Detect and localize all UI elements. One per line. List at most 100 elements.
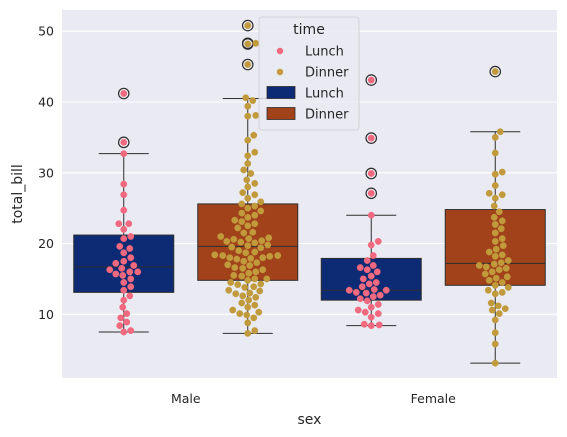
swarm-point: [499, 242, 507, 250]
swarm-point: [501, 305, 509, 313]
swarm-point: [231, 264, 239, 271]
swarm-point: [251, 327, 259, 334]
swarm-point: [251, 301, 259, 309]
swarm-point: [244, 204, 252, 212]
swarm-point: [238, 209, 246, 217]
swarm-point: [125, 220, 133, 228]
swarm-point: [491, 290, 499, 298]
swarm-point: [257, 280, 265, 288]
swarm-point: [502, 264, 510, 272]
swarm-point: [239, 292, 247, 300]
swarm-point: [363, 257, 371, 264]
swarm-point: [244, 242, 252, 250]
swarm-point: [259, 266, 267, 274]
swarm-point: [356, 264, 364, 271]
swarm-point: [244, 330, 252, 337]
swarm-point: [356, 295, 364, 303]
swarm-point: [251, 220, 259, 228]
swarm-point: [264, 241, 272, 249]
swarm-point: [367, 189, 375, 197]
swarm-point: [252, 39, 260, 47]
swarm-point: [251, 191, 259, 199]
swarm-point: [120, 328, 128, 336]
swarm-point: [367, 322, 375, 330]
swarm-point: [231, 216, 239, 224]
swarm-point: [369, 293, 377, 301]
swarm-point: [491, 238, 499, 245]
legend-label: Lunch: [305, 45, 344, 60]
swarm-point: [256, 287, 264, 295]
swarm-point: [491, 182, 499, 189]
swarm-point: [211, 251, 219, 259]
swarm-point: [239, 189, 247, 196]
swarm-point: [498, 235, 506, 242]
swarm-point: [251, 239, 259, 247]
swarm-point: [369, 252, 377, 259]
swarm-point: [224, 261, 232, 269]
swarm-point: [127, 283, 135, 291]
swarm-point: [235, 247, 243, 255]
legend-point-marker: [276, 47, 284, 55]
swarm-point: [130, 262, 138, 269]
y-tick-labels: 10 20 30 40 50: [38, 24, 54, 322]
swarm-point: [245, 296, 253, 304]
swarm-point: [266, 252, 274, 260]
swarm-point: [227, 279, 235, 286]
swarm-point: [504, 257, 512, 264]
swarm-point: [244, 160, 252, 167]
swarm-point: [244, 222, 252, 230]
swarm-point: [257, 198, 265, 206]
swarm-point: [376, 291, 384, 299]
swarm-point: [245, 269, 253, 277]
swarm-point: [481, 270, 489, 278]
swarm-point: [354, 306, 362, 314]
swarm-point: [225, 286, 233, 294]
swarm-point: [345, 286, 353, 294]
swarm-point: [240, 229, 248, 237]
swarm-point: [497, 225, 505, 233]
swarm-point: [369, 262, 377, 269]
swarm-point: [249, 97, 257, 104]
x-tick-labels: Male Female: [171, 391, 456, 406]
swarm-point: [126, 292, 134, 300]
swarm-point: [229, 306, 237, 314]
swarm-point: [243, 311, 251, 319]
swarm-point: [247, 170, 255, 177]
swarm-point: [237, 238, 245, 246]
swarm-point: [251, 179, 259, 187]
swarm-point: [251, 275, 259, 283]
swarm-point: [374, 300, 382, 308]
swarm-point: [244, 183, 252, 191]
swarm-point: [498, 279, 506, 286]
swarm-point: [242, 249, 250, 257]
swarm-point: [367, 170, 375, 177]
swarm-point: [112, 270, 120, 278]
outlier-marker: [365, 187, 378, 200]
swarm-point: [257, 207, 265, 215]
swarm-point: [495, 310, 503, 317]
swarm-point: [363, 297, 371, 305]
y-tick-label: 20: [38, 236, 54, 251]
swarm-point: [238, 200, 246, 208]
legend-box-swatch: [266, 107, 296, 120]
swarm-point: [120, 206, 128, 214]
swarm-point: [367, 211, 375, 219]
swarm-point: [488, 306, 496, 314]
swarm-point: [367, 134, 375, 142]
swarm-point: [126, 268, 134, 276]
swarm-point: [244, 303, 252, 311]
swarm-point: [127, 254, 135, 262]
swarm-point: [249, 228, 257, 236]
swarm-point: [127, 233, 135, 240]
swarm-point: [504, 284, 512, 291]
swarm-point: [263, 275, 271, 283]
swarm-point: [120, 191, 128, 199]
swarm-point: [251, 211, 259, 219]
swarm-point: [230, 271, 238, 279]
swarm-point: [244, 152, 252, 160]
swarm-point: [485, 248, 493, 256]
swarm-point: [244, 194, 252, 202]
swarm-point: [238, 299, 246, 307]
swarm-point: [120, 90, 128, 97]
